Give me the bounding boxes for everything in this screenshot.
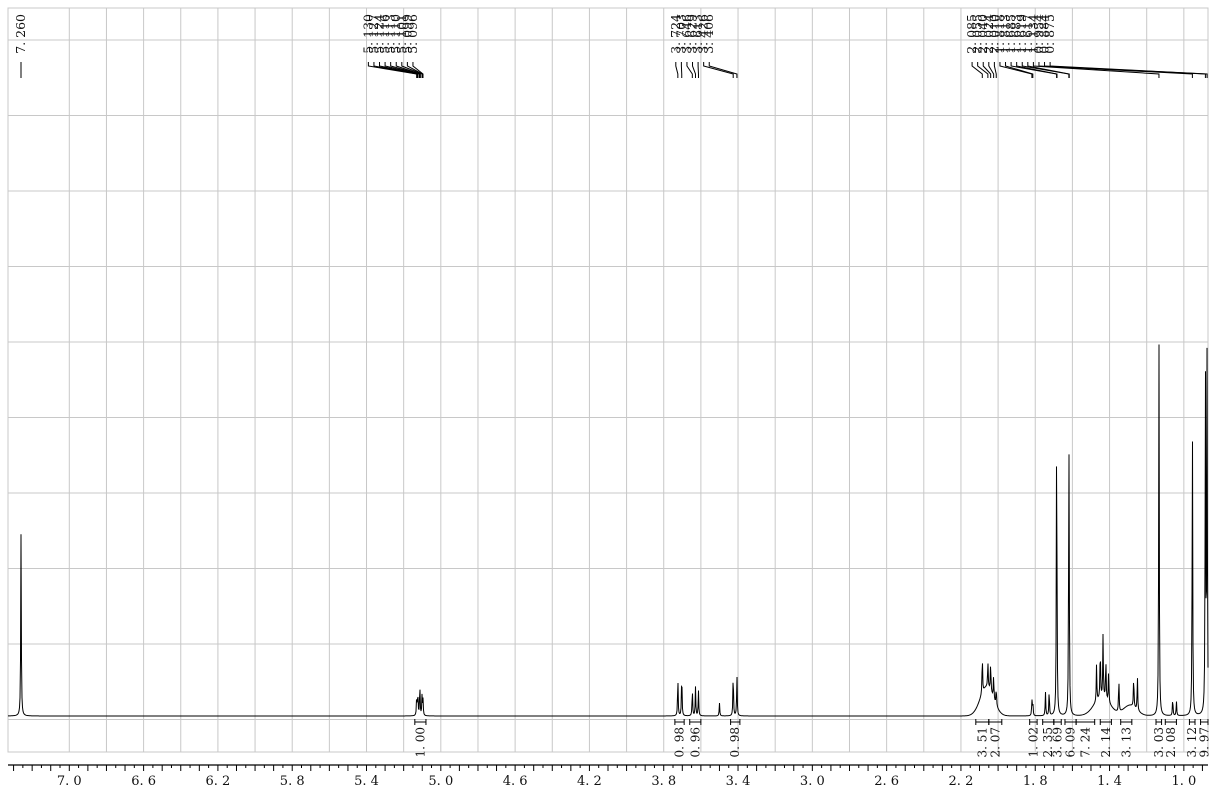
peak-label-leader (703, 62, 734, 78)
peak-label-leader (384, 62, 420, 78)
peak-label-leader (977, 62, 989, 78)
peak-label: 5. 124 (372, 14, 387, 54)
peak-label-leader (390, 62, 421, 78)
peak-label: 1. 813 (998, 14, 1013, 54)
integral-label: 1. 00 (413, 727, 427, 758)
peak-label: 1. 617 (1020, 14, 1035, 54)
peak-label-leader (982, 62, 992, 78)
peak-label: 1. 818 (992, 14, 1007, 54)
peak-label-leader (708, 62, 738, 78)
integral-label: 6. 09 (1064, 727, 1078, 758)
x-tick-label: 3. 0 (800, 774, 825, 789)
peak-label: 2. 010 (986, 14, 1001, 54)
x-tick-label: 2. 6 (874, 774, 899, 789)
integral-label: 1. 02 (1026, 727, 1040, 758)
integral-label: 0. 98 (673, 727, 687, 758)
x-tick-label: 5. 8 (280, 774, 305, 789)
x-tick-label: 5. 4 (354, 774, 379, 789)
peak-label: 1. 619 (1014, 14, 1029, 54)
peak-label: 2. 085 (964, 14, 979, 54)
peak-label: 5. 116 (377, 14, 392, 54)
peak-label: 5. 127 (366, 14, 381, 54)
peak-label-leader (412, 62, 424, 78)
peak-label: 5. 130 (360, 14, 375, 54)
peak-label: 5. 099 (399, 14, 414, 54)
x-tick-label: 3. 8 (651, 774, 676, 789)
peak-label: 1. 134 (1025, 14, 1040, 54)
peak-label: 3. 426 (696, 14, 711, 54)
peak-label: 2. 055 (970, 14, 985, 54)
x-tick-label: 6. 6 (131, 774, 156, 789)
x-tick-label: 6. 2 (206, 774, 231, 789)
peak-label: 7. 260 (13, 14, 28, 54)
integral-label: 2. 07 (988, 727, 1002, 758)
x-tick-label: 1. 8 (1023, 774, 1048, 789)
peak-label-leader (993, 62, 997, 78)
peak-label: 3. 724 (668, 14, 683, 54)
peak-label-leader (1005, 62, 1034, 78)
integral-label: 3. 51 (975, 727, 989, 758)
grid-layer (7, 7, 1209, 753)
x-tick-label: 1. 0 (1171, 774, 1196, 789)
peak-label-leader (686, 62, 693, 78)
integral-label: 2. 35 (1041, 727, 1055, 758)
peak-label-leader (379, 62, 419, 78)
x-axis: 7. 0 6. 6 6. 2 5. 8 5. 4 5. 0 4. 6 4. 2 3. 8 3. 4… (8, 764, 1208, 789)
integral-label: 0. 98 (728, 727, 742, 758)
integral-label: 3. 13 (1119, 727, 1133, 758)
peak-label: 3. 406 (701, 14, 716, 54)
integral-label: 0. 96 (688, 727, 702, 758)
integral-label: 7. 24 (1078, 727, 1092, 758)
peak-label-leader (988, 62, 995, 78)
spectrum-line (7, 344, 1209, 717)
integral-label: 2. 08 (1164, 727, 1178, 758)
integral-label: 3. 03 (1152, 727, 1166, 758)
x-tick-label: 1. 4 (1097, 774, 1122, 789)
peak-label: 3. 703 (673, 14, 688, 54)
peak-label: 2. 040 (975, 14, 990, 54)
peak-label: 5. 113 (383, 14, 398, 54)
spectrum-trace-layer (7, 344, 1209, 717)
integral-label: 3. 12 (1185, 727, 1199, 758)
peak-label: 5. 096 (405, 14, 420, 54)
peak-label-leader (999, 62, 1033, 78)
peak-label: 0. 884 (1037, 14, 1052, 54)
peak-label: 3. 646 (679, 14, 694, 54)
peak-label: 1. 683 (1009, 14, 1024, 54)
peak-label-leader (1016, 62, 1058, 78)
integral-label: 3. 69 (1051, 727, 1065, 758)
plot-frame (7, 7, 1209, 753)
x-tick-label: 3. 4 (726, 774, 751, 789)
peak-label: 3. 629 (685, 14, 700, 54)
peak-label: 0. 875 (1042, 14, 1057, 54)
integrals-layer: 1. 00 0. 98 0. 96 0. 98 3. 51 2. 07 1. 02 2. 35… (413, 719, 1210, 758)
peak-label-leader (1032, 62, 1160, 78)
integral-label: 9. 97 (1197, 727, 1210, 758)
peak-label: 2. 024 (981, 14, 996, 54)
peak-label: 1. 685 (1003, 14, 1018, 54)
x-tick-label: 7. 0 (57, 774, 82, 789)
x-tick-label: 4. 2 (577, 774, 602, 789)
peak-label-leader (675, 62, 679, 78)
peak-label-leader (395, 62, 421, 78)
peak-label-leader (1049, 62, 1208, 78)
peak-label: 0. 954 (1031, 14, 1046, 54)
peak-label-leader (971, 62, 983, 78)
x-tick-label: 5. 0 (428, 774, 453, 789)
peak-label-leader (1027, 62, 1070, 78)
peak-label-leader (406, 62, 423, 78)
peak-label-leader (373, 62, 418, 78)
peak-label-leader (367, 62, 418, 78)
peak-label-leader (692, 62, 696, 78)
peak-label: 5. 101 (394, 14, 409, 54)
x-tick-label: 2. 2 (949, 774, 974, 789)
peak-label: 5. 110 (388, 14, 403, 54)
integral-label: 2. 14 (1099, 727, 1113, 758)
peak-label: 3. 613 (690, 14, 705, 54)
x-tick-label: 4. 6 (503, 774, 528, 789)
